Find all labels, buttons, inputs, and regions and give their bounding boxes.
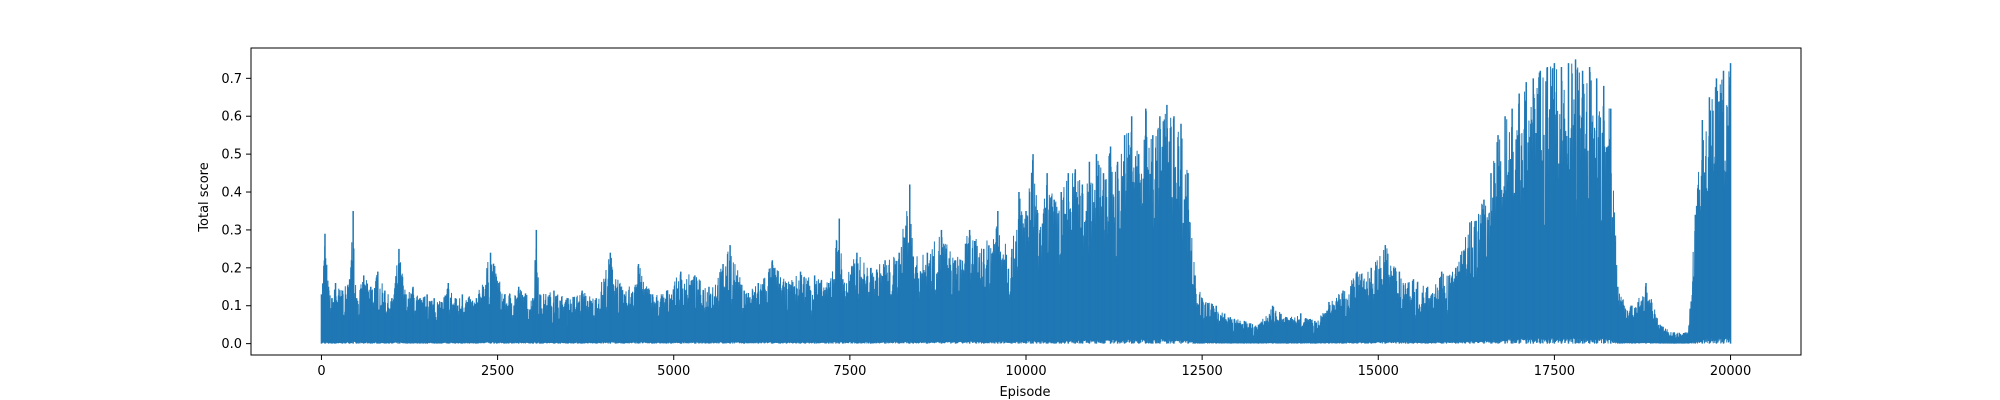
x-tick-label: 17500 — [1534, 364, 1575, 379]
x-tick-label: 12500 — [1181, 364, 1222, 379]
y-tick-label: 0.6 — [221, 110, 242, 125]
y-tick-label: 0.3 — [221, 223, 242, 238]
x-tick-label: 5000 — [657, 364, 690, 379]
x-axis: 0 2500 5000 7500 10000 12500 15000 17500 20000 — [317, 355, 1751, 379]
y-tick-label: 0.0 — [221, 337, 242, 352]
x-tick-label: 10000 — [1005, 364, 1046, 379]
y-axis-label: Total score — [197, 162, 212, 232]
y-tick-label: 0.7 — [221, 72, 242, 87]
y-axis: 0.0 0.1 0.2 0.3 0.4 0.5 0.6 0.7 — [221, 72, 251, 352]
x-tick-label: 20000 — [1710, 364, 1751, 379]
y-tick-label: 0.4 — [221, 186, 242, 201]
y-tick-label: 0.2 — [221, 261, 242, 276]
x-tick-label: 15000 — [1358, 364, 1399, 379]
y-tick-label: 0.1 — [221, 299, 242, 314]
y-tick-label: 0.5 — [221, 148, 242, 163]
plot-area — [250, 47, 1802, 356]
x-tick-label: 2500 — [481, 364, 514, 379]
x-axis-label: Episode — [999, 385, 1050, 400]
x-tick-label: 0 — [317, 364, 325, 379]
x-tick-label: 7500 — [833, 364, 866, 379]
